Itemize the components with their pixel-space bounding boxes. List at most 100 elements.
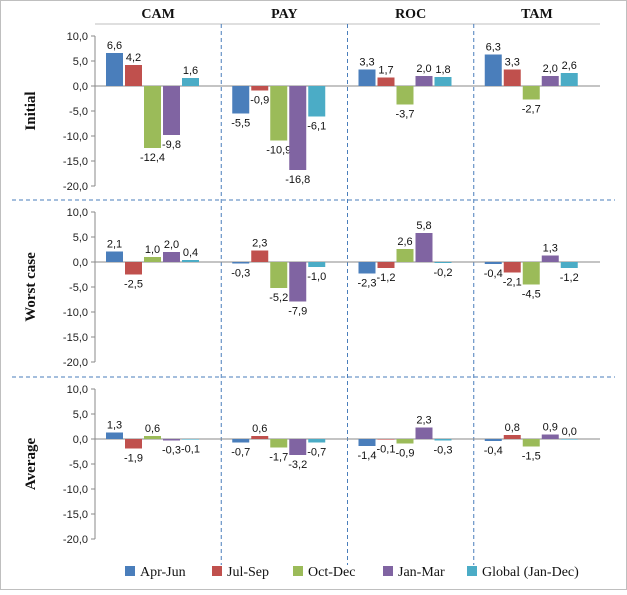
data-label: 1,8 [435,64,450,76]
bar-average-tam-2 [522,439,540,447]
y-tick-label: 10,0 [67,384,88,396]
bar-average-pay-1 [251,436,269,439]
data-label: -0,3 [231,268,250,280]
column-header-cam: CAM [141,7,174,22]
data-label: 0,6 [252,423,267,435]
bar-initial-cam-2 [144,86,161,148]
bar-initial-roc-0 [358,69,376,86]
data-label: 0,8 [505,422,520,434]
data-label: -1,9 [124,453,143,465]
data-label: -12,4 [140,152,165,164]
data-label: -0,7 [231,447,250,459]
data-label: -0,1 [377,444,396,456]
bar-initial-tam-3 [541,76,559,86]
y-tick-label: -15,0 [63,156,88,168]
bar-worst-case-roc-0 [358,262,376,274]
data-label: 3,3 [505,57,520,69]
y-tick-label: -10,0 [63,307,88,319]
bar-worst-case-cam-4 [182,260,199,262]
data-label: 6,6 [107,40,122,52]
bar-initial-roc-3 [415,76,433,86]
y-tick-label: -10,0 [63,131,88,143]
bar-initial-tam-4 [560,73,578,86]
bar-initial-tam-2 [522,86,540,100]
legend-swatch-2 [293,566,303,576]
data-label: 2,0 [543,63,558,75]
bar-worst-case-cam-2 [144,257,161,262]
data-label: -0,3 [162,445,181,457]
bar-worst-case-pay-2 [270,262,288,288]
data-label: -6,1 [307,121,326,133]
data-label: -1,4 [358,450,377,462]
data-label: -0,9 [396,448,415,460]
legend-swatch-1 [212,566,222,576]
bar-initial-pay-2 [270,86,288,141]
data-label: -16,8 [285,174,310,186]
data-label: -0,3 [434,445,453,457]
bar-worst-case-pay-4 [308,262,326,267]
data-label: -1,2 [377,272,396,284]
legend-label-0: Apr-Jun [140,565,186,580]
bar-average-cam-0 [106,432,123,439]
bar-worst-case-roc-1 [377,262,395,268]
row-label-initial: Initial [23,91,39,130]
bar-initial-roc-4 [434,77,452,86]
data-label: 0,4 [183,247,198,259]
column-header-tam: TAM [521,7,553,22]
data-label: 3,3 [359,57,374,69]
data-label: -3,7 [396,109,415,121]
data-label: -2,7 [522,104,541,116]
legend-swatch-3 [383,566,393,576]
bar-average-pay-0 [232,439,250,443]
data-label: 6,3 [486,42,501,54]
data-label: 2,6 [562,60,577,72]
bar-average-cam-3 [163,439,180,441]
data-label: 2,1 [107,239,122,251]
bar-average-roc-0 [358,439,376,446]
y-tick-label: 0,0 [73,434,88,446]
bar-initial-pay-4 [308,86,326,117]
data-label: 0,9 [543,422,558,434]
legend-label-2: Oct-Dec [308,565,355,580]
bar-average-pay-3 [289,439,307,455]
y-tick-label: 0,0 [73,81,88,93]
data-label: -2,1 [503,277,522,289]
data-label: 1,6 [183,65,198,77]
bar-initial-cam-4 [182,78,199,86]
bar-average-roc-3 [415,427,433,439]
y-tick-label: -5,0 [69,282,88,294]
y-tick-label: 5,0 [73,56,88,68]
bar-worst-case-tam-2 [522,262,540,285]
bar-initial-pay-3 [289,86,307,170]
bar-average-tam-1 [503,435,521,439]
bar-worst-case-pay-0 [232,262,250,264]
y-tick-label: -5,0 [69,459,88,471]
bar-worst-case-cam-0 [106,251,123,262]
data-label: -0,2 [434,267,453,279]
y-tick-label: -20,0 [63,357,88,369]
y-tick-label: 10,0 [67,207,88,219]
bar-initial-tam-0 [484,54,502,86]
bar-worst-case-cam-1 [125,262,142,275]
data-label: -0,4 [484,268,503,280]
bar-average-roc-1 [377,439,395,440]
y-tick-label: 5,0 [73,232,88,244]
data-label: -4,5 [522,289,541,301]
bar-average-tam-4 [560,439,578,440]
data-label: 5,8 [416,220,431,232]
row-label-average: Average [23,438,39,491]
bar-worst-case-roc-2 [396,249,414,262]
data-label: -9,8 [162,139,181,151]
bar-initial-cam-0 [106,53,123,86]
legend-swatch-0 [125,566,135,576]
data-label: 1,3 [107,420,122,432]
bar-worst-case-cam-3 [163,252,180,262]
bar-average-pay-4 [308,439,326,443]
bar-average-tam-0 [484,439,502,441]
y-tick-label: -20,0 [63,181,88,193]
data-label: -2,3 [358,278,377,290]
data-label: 0,6 [145,423,160,435]
data-label: 1,7 [378,65,393,77]
data-label: -3,2 [288,459,307,471]
